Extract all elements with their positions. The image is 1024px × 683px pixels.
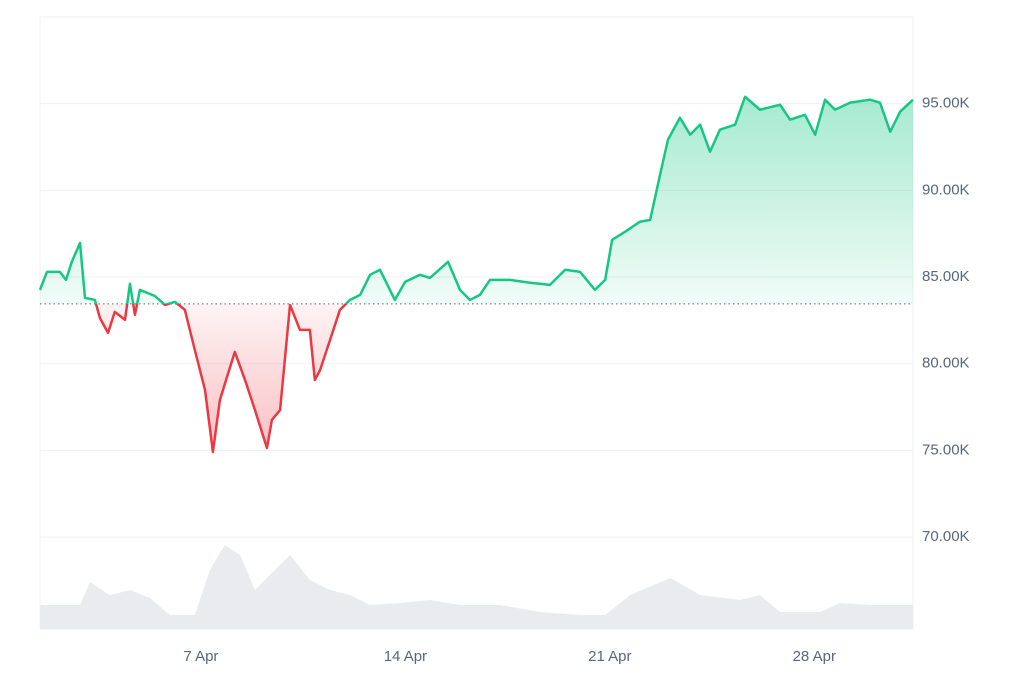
volume-area: [40, 545, 913, 629]
y-tick-label: 70.00K: [922, 528, 970, 545]
y-tick-label: 95.00K: [922, 95, 970, 112]
y-tick-label: 90.00K: [922, 181, 970, 198]
x-tick-label: 14 Apr: [384, 648, 427, 665]
y-tick-label: 75.00K: [922, 441, 970, 458]
x-tick-label: 28 Apr: [793, 648, 836, 665]
x-tick-label: 7 Apr: [183, 648, 218, 665]
y-tick-label: 80.00K: [922, 355, 970, 372]
x-tick-label: 21 Apr: [588, 648, 631, 665]
price-area: [40, 96, 913, 452]
y-tick-label: 85.00K: [922, 268, 970, 285]
price-line: [38, 95, 914, 454]
